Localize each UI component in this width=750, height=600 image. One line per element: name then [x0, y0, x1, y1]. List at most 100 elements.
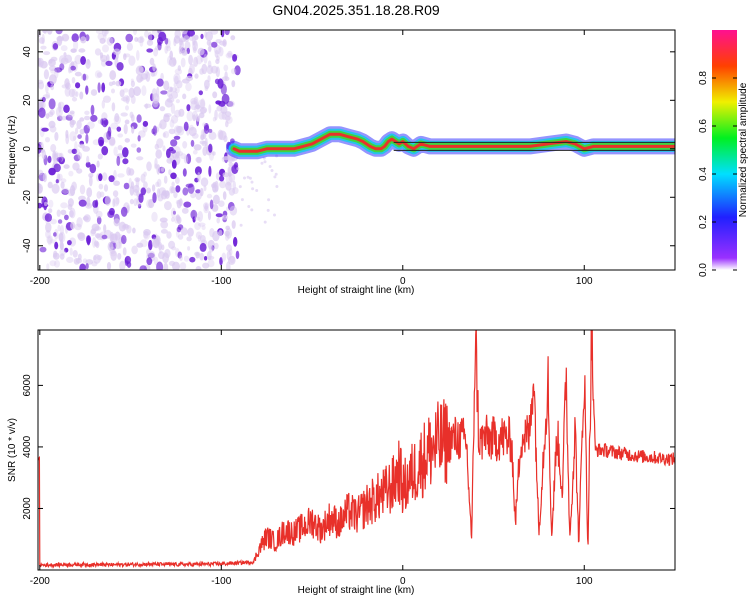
spectrogram-ytick-label: 0: [22, 146, 33, 152]
spectrogram-speckle: [183, 255, 190, 262]
spectrogram-speckle: [53, 232, 57, 237]
spectrogram-speckle: [79, 117, 85, 122]
spectrogram-speckle: [179, 262, 187, 270]
spectrogram-speckle: [186, 236, 192, 242]
spectrogram-speckle: [90, 228, 97, 235]
spectrogram-speckle: [111, 88, 115, 94]
spectrogram-speckle: [178, 108, 185, 117]
spectrogram-speckle: [164, 201, 172, 211]
spectrogram-speckle: [146, 199, 153, 209]
spectrogram-speckle: [203, 53, 208, 64]
spectrogram-speckle: [113, 180, 120, 186]
spectrogram-speckle: [200, 134, 205, 141]
spectrogram-speckle: [193, 104, 202, 113]
figure-title: GN04.2025.351.18.28.R09: [272, 2, 440, 18]
spectrogram-ytick-label: -20: [22, 190, 33, 205]
spectrogram-speckle: [52, 150, 56, 160]
spectrogram-speckle: [75, 82, 81, 89]
spectrogram-speckle: [219, 180, 227, 189]
spectrogram-speckle: [38, 183, 43, 194]
spectrogram-speckle: [130, 80, 135, 88]
spectrogram-speckle: [226, 101, 234, 107]
spectrogram-speckle: [186, 104, 191, 112]
spectrogram-speckle: [185, 82, 192, 92]
spectrogram-speckle: [50, 68, 57, 74]
spectrogram-speckle: [38, 37, 45, 44]
snr-series-line: [38, 330, 675, 569]
spectrogram-speckle: [128, 177, 132, 189]
spectrogram-speckle: [207, 75, 211, 83]
spectrogram-speckle: [189, 124, 194, 131]
spectrogram-speckle: [76, 168, 83, 174]
spectrogram-speckle: [227, 100, 235, 108]
spectrogram-speckle: [119, 89, 125, 98]
spectrogram-speckle: [38, 81, 45, 90]
spectrogram-speckle: [200, 235, 206, 243]
spectrogram-speckle: [210, 41, 218, 48]
spectrogram-speckle: [109, 70, 117, 81]
spectrogram-speckle: [45, 92, 50, 98]
spectrogram-speckle: [86, 187, 93, 198]
spectrogram-speckle: [132, 30, 138, 36]
spectrogram-speckle: [163, 114, 170, 123]
snr-xtick-label: -100: [211, 576, 231, 587]
spectrogram-speckle: [109, 250, 117, 257]
spectrogram-speckle: [54, 260, 60, 268]
spectrogram-speckle: [194, 222, 202, 231]
spectrogram-speckle: [204, 137, 208, 149]
spectrogram-speckle: [192, 114, 196, 122]
spectrogram-speckle: [78, 195, 86, 201]
spectrogram-speckle: [98, 183, 104, 190]
spectrogram-speckle: [228, 162, 234, 167]
spectrogram-speckle: [85, 85, 89, 95]
spectrogram-speckle: [251, 187, 255, 191]
spectrogram-speckle: [215, 213, 223, 218]
spectrogram-speckle: [86, 196, 91, 207]
spectrogram-speckle: [38, 202, 42, 209]
spectrogram-speckle: [163, 262, 169, 270]
spectrogram-speckle: [94, 226, 101, 231]
spectrogram-speckle: [156, 138, 164, 149]
spectrogram-speckle: [160, 220, 169, 229]
spectrogram-speckle: [170, 149, 177, 154]
spectrogram-speckle: [182, 93, 187, 100]
spectrogram-speckle: [178, 198, 183, 207]
spectrogram-speckle: [146, 257, 153, 266]
spectrogram-speckle: [60, 57, 69, 65]
spectrogram-speckle: [108, 207, 115, 216]
spectrogram-speckle: [194, 73, 199, 79]
spectrogram-speckle: [96, 191, 102, 199]
spectrogram-speckle: [85, 59, 91, 69]
spectrogram-speckle: [126, 42, 133, 51]
spectrogram-speckle: [83, 124, 90, 134]
spectrogram-speckle: [246, 175, 250, 179]
spectrogram-speckle: [110, 250, 117, 261]
spectrogram-speckle: [173, 135, 181, 140]
spectrogram-speckle: [147, 31, 153, 43]
spectrogram-speckle: [146, 39, 154, 46]
spectrogram-speckle: [47, 155, 52, 164]
spectrogram-speckle: [200, 33, 204, 40]
spectrogram-speckle: [74, 71, 82, 77]
spectrogram-speckle: [224, 30, 230, 36]
spectrogram-speckle: [148, 239, 153, 251]
spectrogram-speckle: [85, 263, 89, 270]
spectrogram-speckle: [175, 125, 183, 134]
spectrogram-speckle: [50, 144, 57, 153]
spectrogram-speckle: [143, 181, 148, 189]
spectrogram-speckle: [233, 236, 238, 247]
spectrogram-speckle: [90, 89, 98, 96]
spectrogram-speckle: [193, 56, 199, 67]
spectrogram-speckle: [130, 95, 136, 104]
spectrogram-speckle: [71, 77, 76, 84]
spectrogram-speckle: [93, 240, 99, 247]
spectrogram-speckle: [42, 173, 48, 183]
spectrogram-speckle: [270, 169, 274, 172]
spectrogram-speckle: [97, 153, 103, 160]
spectrogram-speckle: [158, 251, 165, 260]
spectrogram-speckle: [142, 120, 149, 127]
spectrogram-speckle: [192, 40, 199, 52]
spectrogram-speckle: [199, 242, 207, 252]
spectrogram-speckle: [195, 55, 203, 65]
spectrogram-speckle: [170, 172, 177, 180]
